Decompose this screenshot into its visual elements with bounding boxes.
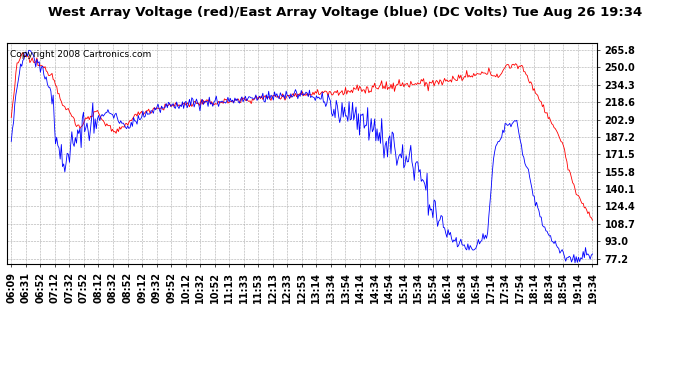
- Text: West Array Voltage (red)/East Array Voltage (blue) (DC Volts) Tue Aug 26 19:34: West Array Voltage (red)/East Array Volt…: [48, 6, 642, 19]
- Text: Copyright 2008 Cartronics.com: Copyright 2008 Cartronics.com: [10, 50, 151, 59]
